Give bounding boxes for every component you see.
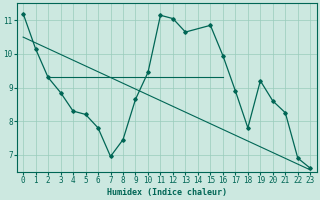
X-axis label: Humidex (Indice chaleur): Humidex (Indice chaleur) — [107, 188, 227, 197]
